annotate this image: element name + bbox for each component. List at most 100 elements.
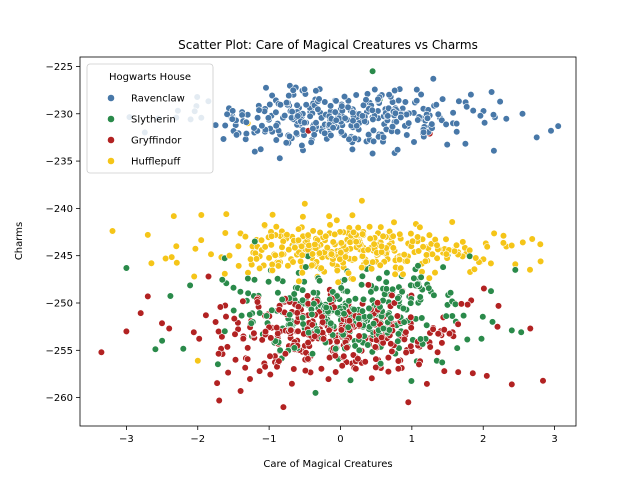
point-slytherin xyxy=(236,288,244,296)
point-slytherin xyxy=(286,311,294,319)
point-slytherin xyxy=(290,290,298,298)
point-gryffindor xyxy=(231,356,240,364)
point-gryffindor xyxy=(190,328,198,336)
point-slytherin xyxy=(479,313,487,321)
legend-marker-ravenclaw xyxy=(107,94,115,102)
point-hufflepuff xyxy=(316,228,324,237)
point-ravenclaw xyxy=(340,92,349,101)
point-ravenclaw xyxy=(351,134,359,142)
point-gryffindor xyxy=(426,343,434,351)
point-hufflepuff xyxy=(349,275,357,283)
point-slytherin xyxy=(394,330,403,338)
point-gryffindor xyxy=(261,328,270,336)
point-ravenclaw xyxy=(488,88,496,96)
point-slytherin xyxy=(430,291,438,299)
point-slytherin xyxy=(344,323,352,331)
point-gryffindor xyxy=(223,343,231,351)
point-ravenclaw xyxy=(453,119,461,128)
point-slytherin xyxy=(487,287,495,295)
point-gryffindor xyxy=(457,300,466,308)
point-ravenclaw xyxy=(476,112,485,120)
point-slytherin xyxy=(299,314,307,322)
point-ravenclaw xyxy=(309,125,317,133)
point-gryffindor xyxy=(343,344,351,352)
point-gryffindor xyxy=(311,332,319,340)
point-slytherin xyxy=(367,288,375,296)
point-ravenclaw xyxy=(288,107,296,116)
point-ravenclaw xyxy=(547,127,555,135)
point-slytherin xyxy=(417,335,425,343)
point-hufflepuff xyxy=(526,266,534,274)
point-gryffindor xyxy=(301,367,310,375)
point-hufflepuff xyxy=(341,253,350,261)
point-ravenclaw xyxy=(300,118,309,127)
point-hufflepuff xyxy=(315,249,324,257)
point-hufflepuff xyxy=(235,262,243,270)
legend-label-slytherin: Slytherin xyxy=(131,115,176,126)
point-slytherin xyxy=(387,314,395,322)
point-ravenclaw xyxy=(469,106,477,115)
point-ravenclaw xyxy=(369,126,378,134)
point-slytherin xyxy=(299,296,307,304)
point-ravenclaw xyxy=(292,129,301,137)
point-hufflepuff xyxy=(536,240,544,248)
point-slytherin xyxy=(508,326,516,335)
point-ravenclaw xyxy=(443,141,451,149)
point-gryffindor xyxy=(256,367,264,375)
point-hufflepuff xyxy=(327,250,336,258)
point-ravenclaw xyxy=(371,85,379,94)
point-hufflepuff xyxy=(409,237,417,245)
point-hufflepuff xyxy=(452,241,461,249)
point-gryffindor xyxy=(469,369,477,377)
point-hufflepuff xyxy=(285,246,293,254)
y-axis: −260 −255 −250 −245 −240 −235 −230 −225 xyxy=(46,62,80,404)
point-ravenclaw xyxy=(331,108,339,116)
point-hufflepuff xyxy=(305,241,313,249)
point-ravenclaw xyxy=(348,145,357,153)
point-ravenclaw xyxy=(463,103,471,111)
point-slytherin xyxy=(488,318,497,326)
point-hufflepuff xyxy=(331,230,339,238)
point-hufflepuff xyxy=(298,251,306,259)
point-slytherin xyxy=(355,346,363,354)
point-gryffindor xyxy=(407,313,415,321)
point-gryffindor xyxy=(224,369,232,377)
point-gryffindor xyxy=(215,327,223,336)
point-ravenclaw xyxy=(268,91,276,100)
point-hufflepuff xyxy=(399,270,407,278)
point-ravenclaw xyxy=(395,96,403,105)
legend-entries: Ravenclaw Slytherin Gryffindor Hufflepuff xyxy=(107,94,185,168)
point-hufflepuff xyxy=(326,221,334,229)
point-gryffindor xyxy=(355,321,363,329)
point-slytherin xyxy=(463,335,471,344)
point-hufflepuff xyxy=(298,242,306,250)
point-hufflepuff xyxy=(221,270,229,278)
point-slytherin xyxy=(423,321,431,329)
point-gryffindor xyxy=(364,281,373,289)
point-hufflepuff xyxy=(225,252,234,260)
point-hufflepuff xyxy=(352,238,360,246)
point-hufflepuff xyxy=(170,212,178,220)
point-slytherin xyxy=(400,318,408,326)
point-hufflepuff xyxy=(421,257,430,265)
point-hufflepuff xyxy=(344,269,353,277)
point-slytherin xyxy=(425,284,433,292)
point-slytherin xyxy=(365,304,373,313)
point-gryffindor xyxy=(250,329,258,337)
point-slytherin xyxy=(460,312,468,320)
point-hufflepuff xyxy=(348,211,357,219)
point-gryffindor xyxy=(324,375,333,383)
point-ravenclaw xyxy=(481,119,489,127)
point-hufflepuff xyxy=(397,264,405,272)
point-gryffindor xyxy=(394,357,403,365)
point-hufflepuff xyxy=(299,213,307,221)
point-gryffindor xyxy=(494,302,503,310)
point-hufflepuff xyxy=(289,258,297,266)
point-hufflepuff xyxy=(396,230,404,238)
x-axis-label: Care of Magical Creatures xyxy=(263,459,392,470)
point-ravenclaw xyxy=(370,137,378,145)
point-gryffindor xyxy=(215,396,223,405)
point-hufflepuff xyxy=(278,243,286,251)
point-slytherin xyxy=(382,285,391,293)
point-slytherin xyxy=(355,314,363,323)
